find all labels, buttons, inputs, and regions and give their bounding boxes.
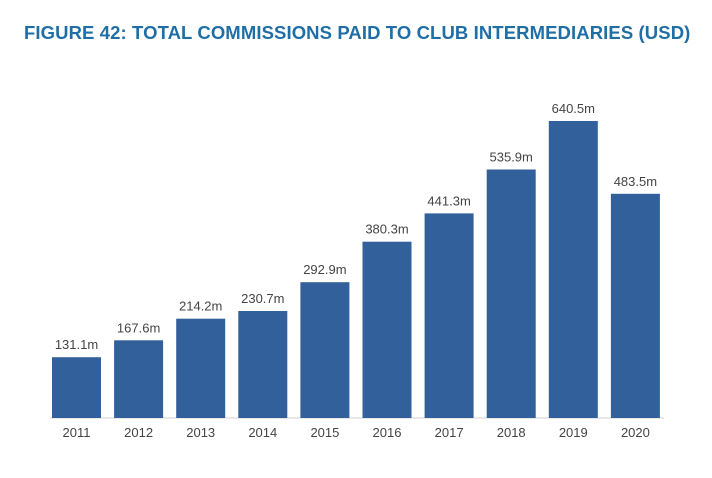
bar-2015	[300, 282, 350, 418]
bar-2016	[362, 241, 412, 418]
data-label-2013: 214.2m	[179, 299, 222, 314]
bar-2019	[548, 121, 598, 418]
bar-2013	[176, 318, 226, 418]
x-tick-label-2018: 2018	[497, 425, 526, 440]
bars-group	[52, 121, 660, 418]
bar-2017	[424, 213, 474, 418]
data-label-2017: 441.3m	[427, 193, 470, 208]
data-label-2020: 483.5m	[614, 174, 657, 189]
x-tick-labels-group: 2011 2012 2013 2014 2015 2016 2017 2018 2019 2020	[63, 425, 650, 440]
bar-2018	[486, 169, 536, 418]
bar-2011	[52, 357, 101, 418]
data-label-2015: 292.9m	[303, 262, 346, 277]
x-tick-label-2015: 2015	[310, 425, 339, 440]
x-tick-label-2020: 2020	[621, 425, 650, 440]
x-tick-label-2017: 2017	[435, 425, 464, 440]
x-tick-label-2012: 2012	[124, 425, 153, 440]
data-label-2019: 640.5m	[552, 101, 595, 116]
x-tick-label-2014: 2014	[248, 425, 277, 440]
chart-title: FIGURE 42: TOTAL COMMISSIONS PAID TO CLU…	[24, 22, 691, 43]
data-label-2011: 131.1m	[55, 337, 98, 352]
x-tick-label-2013: 2013	[186, 425, 215, 440]
data-label-2018: 535.9m	[490, 150, 533, 165]
data-labels-group: 131.1m 167.6m 214.2m 230.7m 292.9m 380.3m 441.…	[55, 101, 657, 352]
data-label-2012: 167.6m	[117, 320, 160, 335]
bar-2012	[114, 340, 164, 418]
data-label-2016: 380.3m	[365, 222, 408, 237]
x-tick-label-2011: 2011	[63, 425, 91, 440]
bar-2020	[610, 193, 660, 418]
data-label-2014: 230.7m	[241, 291, 284, 306]
bar-2014	[238, 311, 288, 418]
x-tick-label-2016: 2016	[373, 425, 402, 440]
x-tick-label-2019: 2019	[559, 425, 588, 440]
